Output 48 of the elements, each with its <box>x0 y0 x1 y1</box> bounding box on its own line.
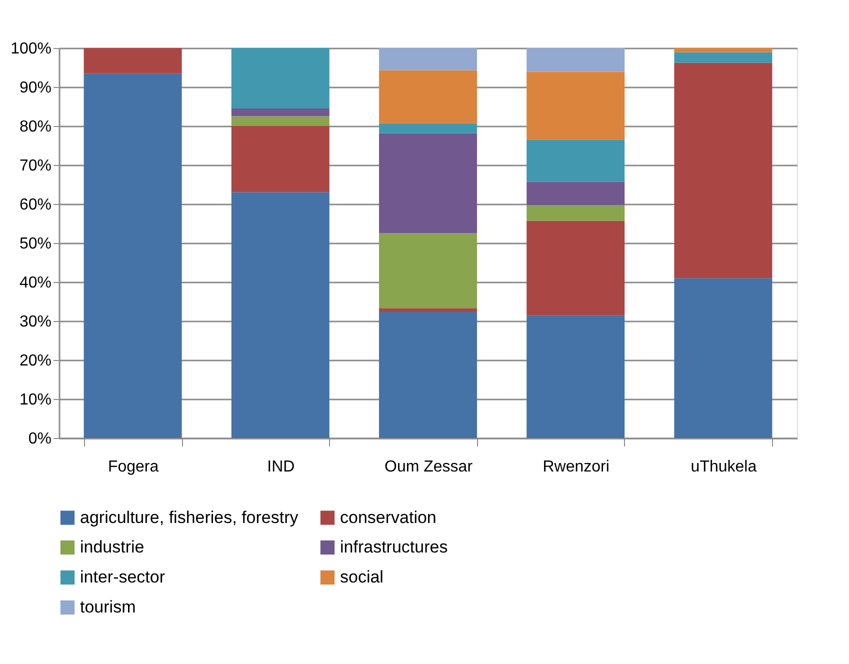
bar <box>379 308 477 312</box>
bar <box>231 48 330 108</box>
legend-label: agriculture, fisheries, forestry <box>80 508 299 527</box>
bar <box>526 315 625 438</box>
bar <box>674 278 772 438</box>
bar <box>526 182 625 206</box>
bar <box>231 126 330 192</box>
legend-label: tourism <box>80 598 136 616</box>
bar <box>84 73 182 438</box>
x-tick-label: Rwenzori <box>542 458 610 476</box>
bar <box>674 48 772 52</box>
bar <box>231 108 330 116</box>
bar <box>379 133 477 234</box>
bar <box>379 123 477 134</box>
legend-label: industrie <box>80 538 144 556</box>
bar <box>526 205 625 221</box>
bar <box>379 312 477 438</box>
y-tick-label: 40% <box>19 274 52 292</box>
y-tick-label: 10% <box>19 392 52 408</box>
x-tick-label: uThukela <box>690 458 757 476</box>
legend-label: conservation <box>340 508 436 527</box>
y-tick-label: 80% <box>19 118 52 136</box>
y-tick-label: 100% <box>10 40 52 58</box>
x-tick-label: Oum Zessar <box>384 458 474 476</box>
y-tick-label: 50% <box>19 236 52 252</box>
x-tick-label: Fogera <box>108 458 159 476</box>
bar <box>526 48 625 72</box>
bar <box>231 192 330 438</box>
bar <box>379 233 477 308</box>
y-tick-label: 70% <box>19 158 52 174</box>
y-tick-label: 60% <box>19 196 52 214</box>
bar <box>526 220 625 316</box>
bar <box>674 52 772 63</box>
legend-label: inter-sector <box>80 568 166 586</box>
bar <box>526 72 625 140</box>
y-tick-label: 20% <box>19 352 52 370</box>
bar <box>379 70 477 124</box>
y-tick-label: 90% <box>19 80 52 96</box>
bar <box>674 62 772 278</box>
bar <box>231 116 330 126</box>
legend-label: infrastructures <box>340 538 448 556</box>
bar <box>84 48 182 74</box>
x-tick-label: IND <box>267 458 295 476</box>
legend-label: social <box>340 568 384 586</box>
y-tick-label: 30% <box>19 314 52 330</box>
bar <box>526 140 625 182</box>
y-tick-label: 0% <box>28 430 52 448</box>
bar <box>379 48 477 70</box>
